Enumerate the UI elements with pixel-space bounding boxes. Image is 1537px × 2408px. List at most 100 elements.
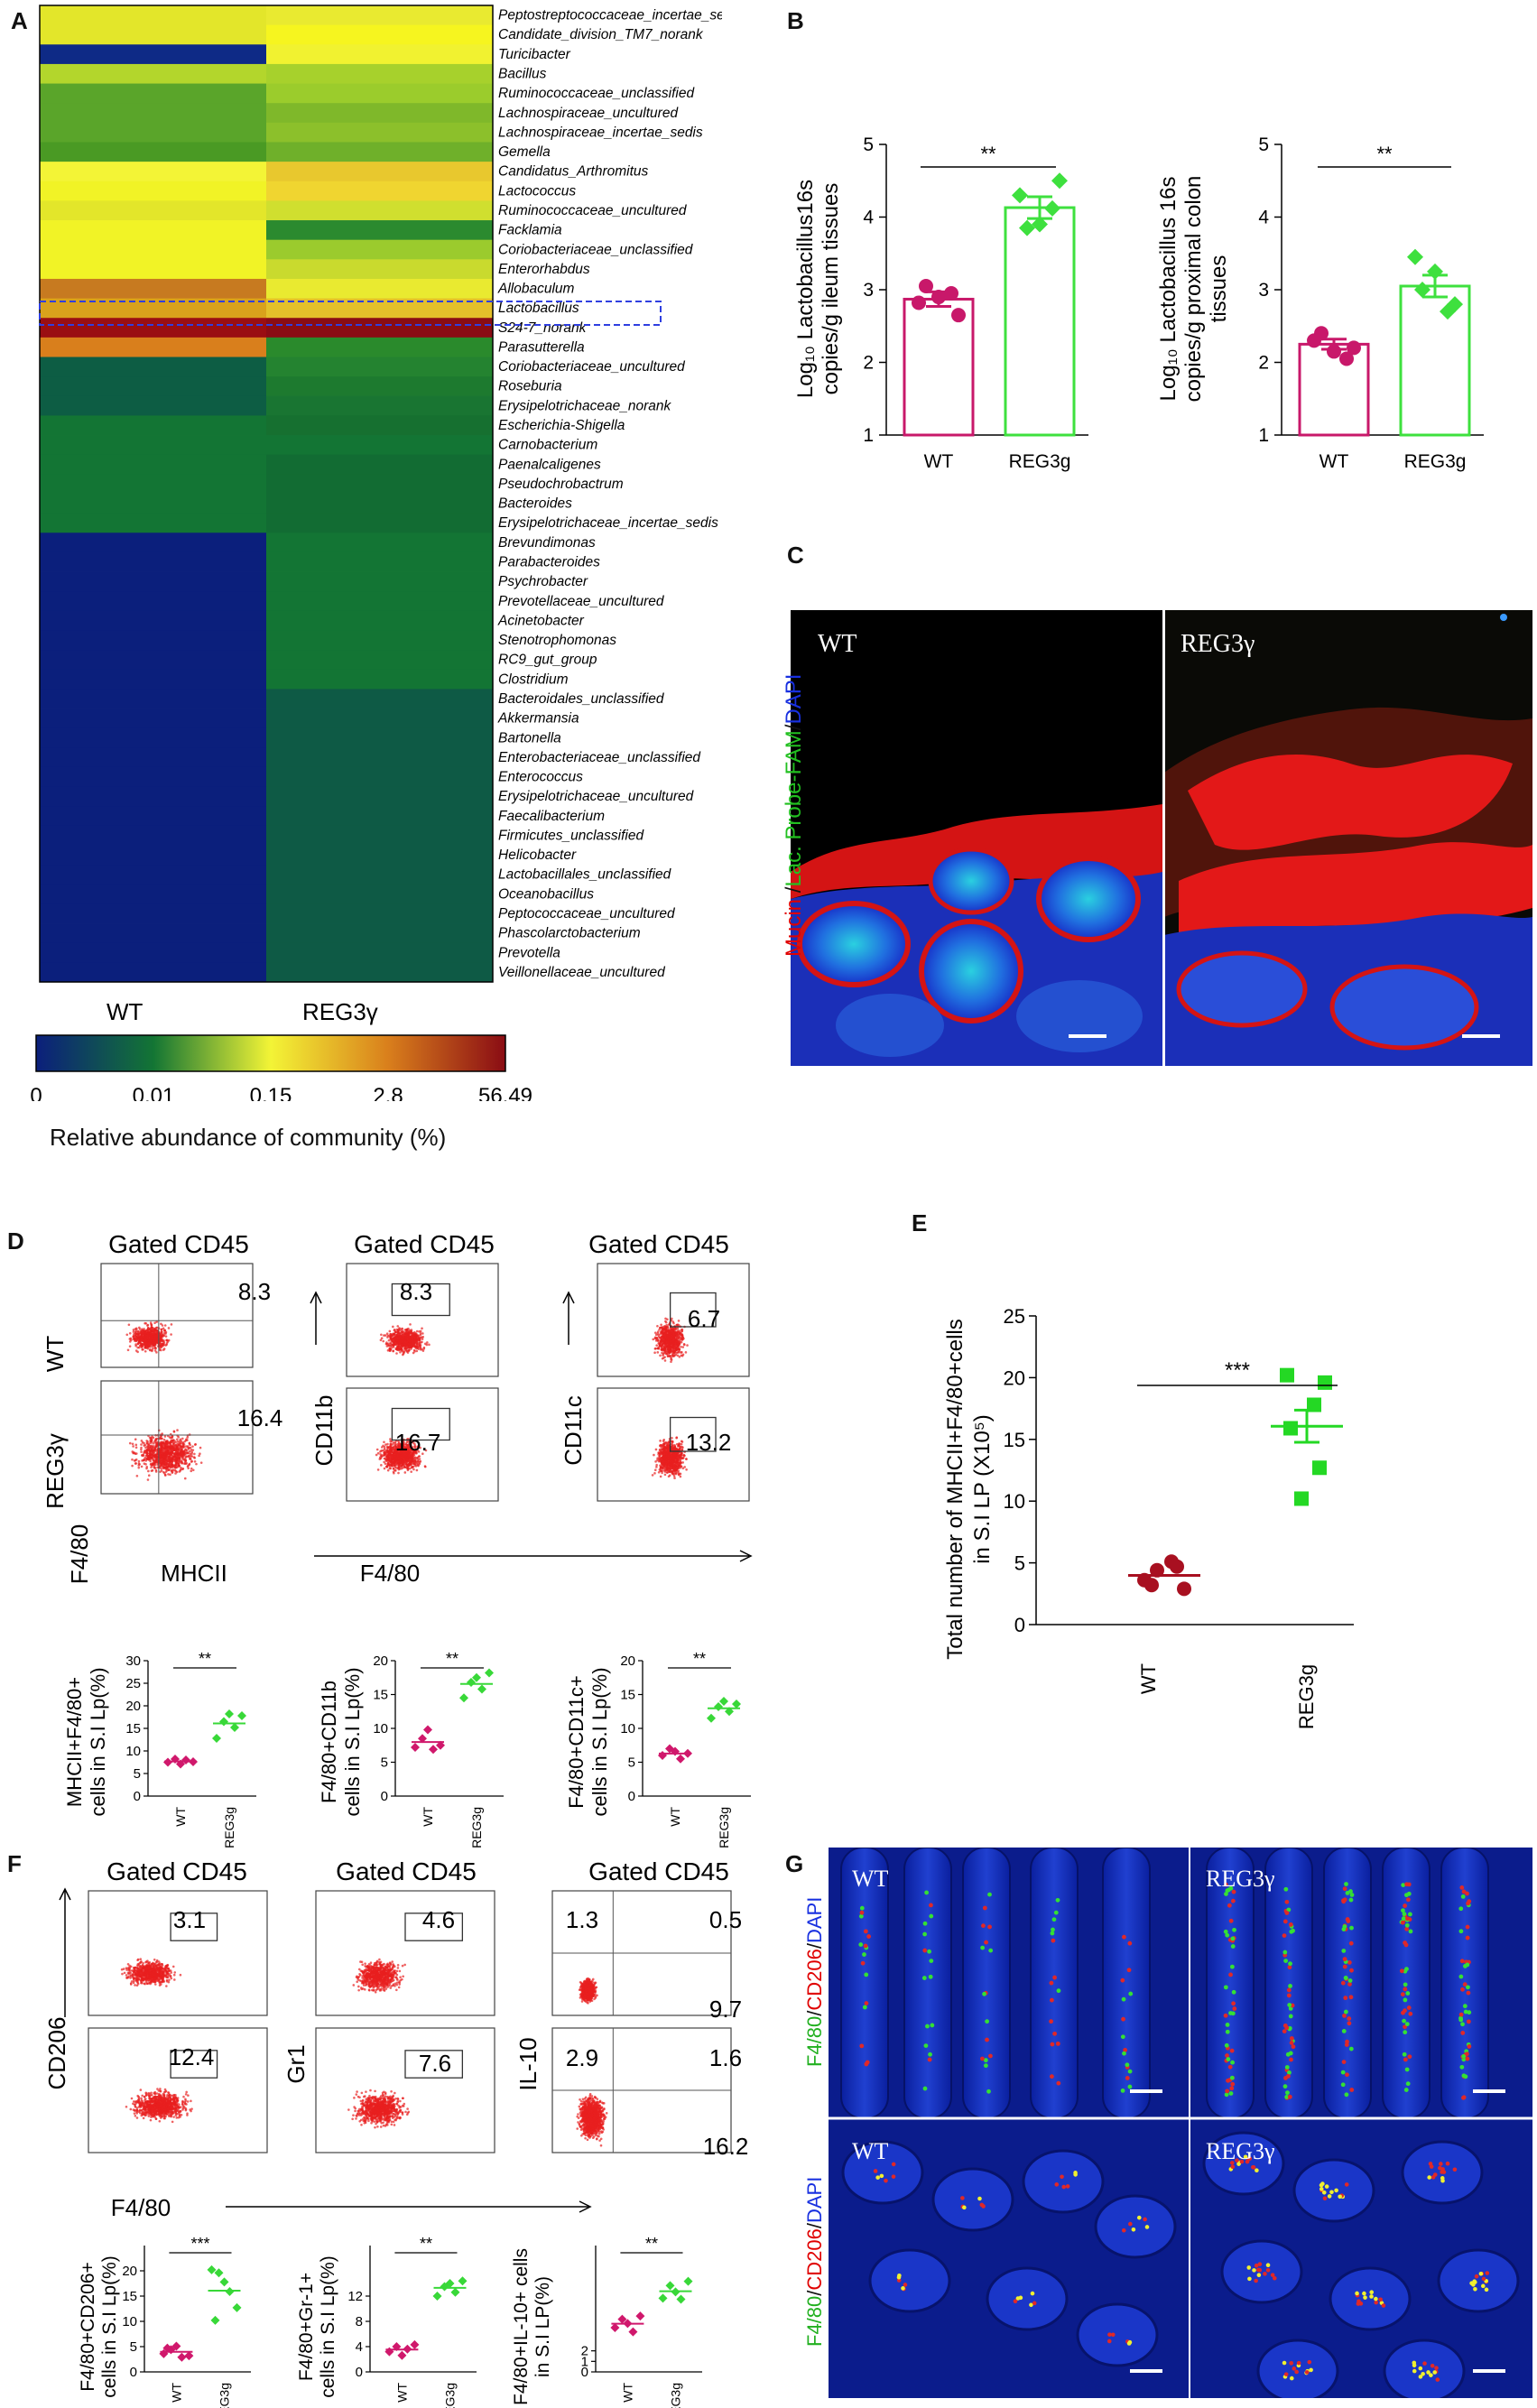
flow-gate xyxy=(669,1416,717,1452)
ileum-point xyxy=(951,308,966,323)
heatmap-cell-reg xyxy=(266,376,493,397)
f-quad-wt-ur: 0.5 xyxy=(709,1906,742,1933)
d-sum2-ytick: 0 xyxy=(381,1789,388,1804)
colon-point xyxy=(1407,248,1423,265)
flow-gate xyxy=(404,1913,464,1941)
heatmap-cell-reg xyxy=(266,298,493,319)
heatmap-row-label: Candidate_division_TM7_norank xyxy=(498,27,704,42)
heatmap-cell-reg xyxy=(266,884,493,904)
d-sum1-ylabel-1: MHCII+F4/80+ xyxy=(63,1677,86,1807)
heatmap-cell-reg xyxy=(266,200,493,221)
flow-plot-frame xyxy=(88,1890,268,2016)
f-sum1-xtick: WT xyxy=(169,2383,183,2403)
heatmap-cell-wt xyxy=(40,220,266,241)
heatmap-cell-reg xyxy=(266,415,493,436)
flow-gate xyxy=(404,2050,464,2079)
g-stain-cd206-b: CD206 xyxy=(803,2228,826,2291)
heatmap-cell-wt xyxy=(40,551,266,572)
g-label-wt-bottom: WT xyxy=(852,2138,889,2164)
heatmap-cell-reg xyxy=(266,786,493,807)
f-sum2-point xyxy=(384,2347,394,2357)
f-axis-x: F4/80 xyxy=(111,2194,171,2221)
d-val-wt-2: 8.3 xyxy=(400,1278,432,1305)
f-sum1-ytick: 15 xyxy=(122,2289,137,2304)
flow-gate xyxy=(170,2050,218,2079)
colon-bar xyxy=(1298,342,1370,437)
heatmap-cell-wt xyxy=(40,278,266,299)
heatmap-row-label: Bartonella xyxy=(498,730,561,746)
heatmap-cell-reg xyxy=(266,727,493,748)
d-sum1-ytick: 5 xyxy=(134,1766,141,1782)
heatmap-cell-reg xyxy=(266,669,493,690)
c-stain-legend: Mucin /Lac. Probe-FAM/DAPI xyxy=(782,674,807,957)
f-sum1-point xyxy=(210,2315,220,2325)
heatmap-cell-wt xyxy=(40,865,266,885)
ileum-point xyxy=(1051,172,1068,190)
f-sum2-point xyxy=(410,2339,420,2349)
ileum-point xyxy=(1044,199,1060,217)
colon-point xyxy=(1427,263,1443,280)
heatmap-cell-wt xyxy=(40,884,266,904)
e-ylabel-1: Total number of MHCII+F4/80+cells xyxy=(943,1319,968,1660)
f-val-reg-1: 12.4 xyxy=(169,2043,215,2070)
ileum-ylabel-1: Log₁₀ Lactobacillus16s xyxy=(793,180,818,398)
heatmap-cell-wt xyxy=(40,474,266,495)
panel-letter-g: G xyxy=(785,1850,804,1877)
f-sum3-xtick: WT xyxy=(620,2383,634,2403)
f-sum2-ylabel-1: F4/80+Gr-1+ xyxy=(296,2273,317,2381)
colon-ytick: 3 xyxy=(1258,280,1269,301)
f-sum2-ytick: 0 xyxy=(356,2365,363,2380)
f-sum3-point xyxy=(683,2276,693,2286)
heatmap-cell-wt xyxy=(40,494,266,514)
heatmap-cell-reg xyxy=(266,181,493,201)
ileum-point xyxy=(944,286,958,301)
heatmap-row-label: Peptostreptococcaceae_incertae_sedis xyxy=(498,8,722,23)
c-stain-sep1: / xyxy=(782,886,806,899)
d-sum1-point xyxy=(230,1723,239,1732)
heatmap-cell-wt xyxy=(40,259,266,280)
d-axis-x-1: MHCII xyxy=(161,1560,227,1587)
d-sum1-xtick: REG3g xyxy=(222,1807,236,1848)
heatmap-cell-wt xyxy=(40,318,266,338)
heatmap-cell-wt xyxy=(40,435,266,456)
f-quad-wt-ul: 1.3 xyxy=(566,1906,598,1933)
heatmap-cell-reg xyxy=(266,689,493,709)
heatmap-row-label: Turicibacter xyxy=(498,47,571,62)
lactobacillus-highlight-box xyxy=(39,301,662,326)
heatmap-cell-wt xyxy=(40,689,266,709)
heatmap-row-label: Enterorhabdus xyxy=(498,262,590,277)
f-sum3-point xyxy=(665,2281,675,2291)
heatmap-cell-wt xyxy=(40,533,266,553)
colon-sig: ** xyxy=(1376,143,1393,165)
heatmap-cell-wt xyxy=(40,357,266,377)
heatmap-cell-reg xyxy=(266,259,493,280)
heatmap-cell-wt xyxy=(40,337,266,357)
heatmap-row-label: Brevundimonas xyxy=(498,535,596,551)
f-sum1-point xyxy=(219,2277,229,2287)
colorbar-tick-0: 0 xyxy=(30,1084,42,1101)
d-sum2-ytick: 20 xyxy=(373,1653,388,1669)
heatmap-row-labels: Peptostreptococcaceae_incertae_sedis Cand… xyxy=(497,8,722,980)
g-stain-cd206: CD206 xyxy=(803,1949,826,2011)
heatmap-cell-wt xyxy=(40,142,266,162)
f-sum2-ytick: 12 xyxy=(347,2289,363,2304)
heatmap-cell-wt xyxy=(40,162,266,182)
f-sum2-ylabel-2: cells in S.I Lp(%) xyxy=(318,2255,338,2398)
d-sum3-point xyxy=(683,1748,692,1758)
c-stain-lac: Lac. Probe-FAM xyxy=(782,730,806,887)
heatmap-row-label: Firmicutes_unclassified xyxy=(498,828,644,843)
ileum-point xyxy=(912,295,926,310)
ileum-ytick: 2 xyxy=(863,353,874,374)
f-sum1-point xyxy=(207,2264,217,2274)
f-sum1-ytick: 0 xyxy=(130,2365,137,2380)
d-sum3-point xyxy=(714,1702,723,1711)
heatmap-cell-wt xyxy=(40,571,266,592)
f-sum3-ylabel-1: F4/80+IL-10+ cells xyxy=(511,2248,532,2405)
heatmap-row-label: Erysipelotrichaceae_incertae_sedis xyxy=(498,515,718,531)
ileum-ytick: 4 xyxy=(863,208,874,228)
heatmap-cell-reg xyxy=(266,220,493,241)
f-sum2-xtick: REG3g xyxy=(443,2383,458,2408)
heatmap-row-label: Phascolarctobacterium xyxy=(498,926,641,941)
heatmap-cell-reg xyxy=(266,533,493,553)
heatmap-cell-wt xyxy=(40,806,266,827)
